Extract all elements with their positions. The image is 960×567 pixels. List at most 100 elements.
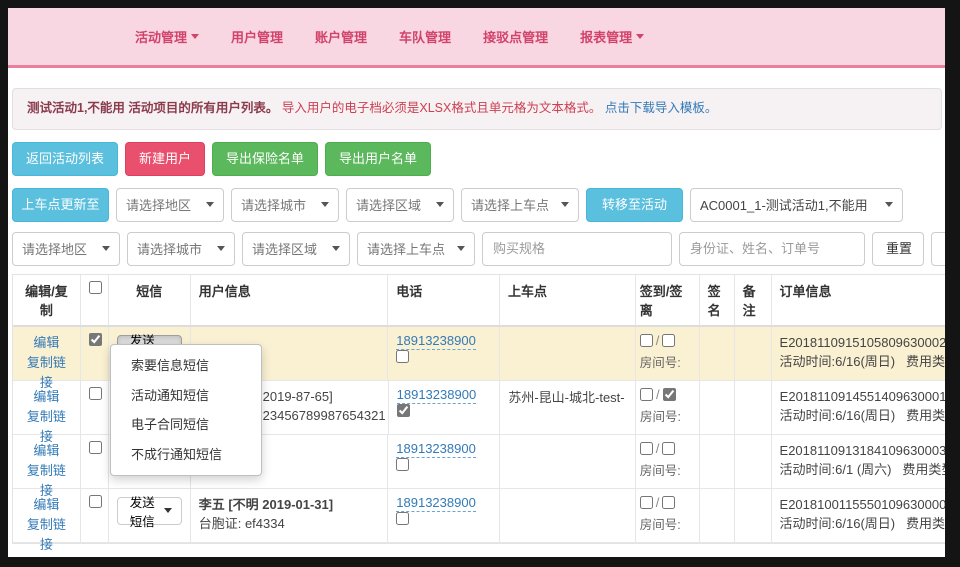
filter-button[interactable]: 过滤 <box>931 231 945 266</box>
top-navbar: 活动管理 用户管理 账户管理 车队管理 接驳点管理 报表管理 <box>8 8 945 68</box>
phone-checkbox[interactable] <box>396 512 410 526</box>
copy-link[interactable]: 复制链接 <box>26 462 66 498</box>
alert-warning: 导入用户的电子档必须是XLSX格式且单元格为文本格式。 <box>281 101 602 115</box>
pickup-cell <box>500 326 636 380</box>
order-info-cell: E20181001155501096300003 活动时间:6/16(周日) 费… <box>772 489 945 542</box>
chevron-down-icon <box>636 34 645 39</box>
header-sms: 短信 <box>109 274 191 325</box>
select-value: 请选择区域 <box>356 198 422 213</box>
select-all-checkbox[interactable] <box>88 280 102 294</box>
phone-link[interactable]: 18913238900 <box>396 441 476 459</box>
menu-item-request-info-sms[interactable]: 索要信息短信 <box>131 358 210 373</box>
region-select-2[interactable]: 请选择地区 <box>12 231 120 266</box>
sign-in-checkbox[interactable] <box>639 333 653 347</box>
sign-in-checkbox[interactable] <box>639 495 653 509</box>
header-pickup: 上车点 <box>500 274 636 325</box>
nav-fleet-management[interactable]: 车队管理 <box>399 27 451 46</box>
chevron-down-icon <box>217 246 225 251</box>
select-value: 请选择城市 <box>137 242 203 257</box>
pickup-select-1[interactable]: 请选择上车点 <box>461 187 579 222</box>
nav-report-management[interactable]: 报表管理 <box>580 27 645 46</box>
row-select-cell <box>81 488 109 542</box>
reset-button[interactable]: 重置 <box>872 231 924 266</box>
sign-out-checkbox[interactable] <box>662 387 676 401</box>
city-select-1[interactable]: 请选择城市 <box>231 187 339 222</box>
chevron-down-icon <box>436 202 444 207</box>
order-meta: 活动时间:6/16(周日) 费用类型: <box>779 516 945 531</box>
order-meta: 活动时间:6/16(周日) 费用类型: <box>779 354 945 369</box>
phone-checkbox[interactable] <box>396 458 410 472</box>
menu-item-activity-notice-sms[interactable]: 活动通知短信 <box>131 387 210 403</box>
edit-link[interactable]: 编辑 <box>33 442 60 458</box>
row-checkbox[interactable] <box>88 494 102 508</box>
send-sms-dropdown-button[interactable]: 发送短信 <box>116 496 182 529</box>
phone-checkbox[interactable] <box>396 350 410 364</box>
export-insurance-list-button[interactable]: 导出保险名单 <box>212 141 319 176</box>
new-user-button[interactable]: 新建用户 <box>125 141 206 176</box>
region-select-1[interactable]: 请选择地区 <box>116 187 224 222</box>
row-checkbox[interactable] <box>88 440 102 454</box>
export-user-list-button[interactable]: 导出用户名单 <box>325 141 432 176</box>
chevron-down-icon <box>163 508 172 513</box>
edit-link[interactable]: 编辑 <box>33 496 60 512</box>
row-checkbox[interactable] <box>88 332 102 346</box>
note-cell <box>735 434 772 488</box>
transfer-to-activity-button[interactable]: 转移至活动 <box>586 187 683 222</box>
header-signature: 签名 <box>700 274 735 325</box>
sign-out-checkbox[interactable] <box>662 495 676 509</box>
select-value: AC0001_1-测试活动1,不能用 <box>700 198 868 213</box>
sms-cell: 发送短信 <box>109 488 191 542</box>
phone-checkbox[interactable] <box>396 404 410 418</box>
phone-link[interactable]: 18913238900 <box>396 495 476 513</box>
copy-link[interactable]: 复制链接 <box>26 408 66 444</box>
chevron-down-icon <box>206 202 214 207</box>
row-checkbox[interactable] <box>88 386 102 400</box>
district-select-1[interactable]: 请选择区域 <box>346 187 454 222</box>
copy-link[interactable]: 复制链接 <box>26 516 66 552</box>
edit-copy-cell: 编辑 复制链接 <box>13 434 81 498</box>
nav-label: 用户管理 <box>231 30 284 45</box>
city-select-2[interactable]: 请选择城市 <box>127 231 235 266</box>
nav-activity-management[interactable]: 活动管理 <box>135 27 200 46</box>
activity-select[interactable]: AC0001_1-测试活动1,不能用 <box>690 187 903 222</box>
phone-cell: 18913238900 <box>389 380 501 434</box>
download-template-link[interactable]: 点击下载导入模板。 <box>604 101 718 115</box>
pickup-select-2[interactable]: 请选择上车点 <box>357 231 475 266</box>
select-value: 请选择区域 <box>252 242 318 257</box>
back-to-activity-list-button[interactable]: 返回活动列表 <box>12 141 119 176</box>
menu-item-cancel-notice-sms[interactable]: 不成行通知短信 <box>131 446 223 462</box>
nav-account-management[interactable]: 账户管理 <box>315 27 367 46</box>
chevron-down-icon <box>191 34 200 39</box>
chevron-down-icon <box>321 202 329 207</box>
sign-cell: / 房间号: <box>636 488 700 542</box>
search-input[interactable] <box>679 231 865 266</box>
phone-cell: 18913238900 <box>388 488 501 542</box>
order-number: E20181109131841096300031 <box>779 442 945 458</box>
sign-out-checkbox[interactable] <box>662 333 676 347</box>
phone-link[interactable]: 18913238900 <box>396 333 476 351</box>
edit-link[interactable]: 编辑 <box>33 334 60 350</box>
table-row: 编辑 复制链接 18913238900 / 房间号: <box>13 434 945 498</box>
action-button-row: 返回活动列表 新建用户 导出保险名单 导出用户名单 <box>12 141 945 176</box>
chevron-down-icon <box>561 202 569 207</box>
order-info-cell: E20181109151058096300025 活动时间:6/16(周日) 费… <box>772 327 945 380</box>
row-select-cell <box>81 434 109 488</box>
order-info-cell: E20181109145514096300019 活动时间:6/16(周日) 费… <box>772 381 945 434</box>
menu-item-e-contract-sms[interactable]: 电子合同短信 <box>131 417 210 432</box>
select-value: 请选择地区 <box>22 242 88 257</box>
phone-link[interactable]: 18913238900 <box>396 387 477 405</box>
sign-out-checkbox[interactable] <box>662 441 676 455</box>
purchase-spec-input[interactable] <box>482 231 672 266</box>
update-pickup-button[interactable]: 上车点更新至 <box>12 187 109 222</box>
copy-link[interactable]: 复制链接 <box>26 354 66 390</box>
sign-separator: / <box>655 386 660 402</box>
district-select-2[interactable]: 请选择区域 <box>242 231 350 266</box>
edit-link[interactable]: 编辑 <box>33 388 60 404</box>
nav-user-management[interactable]: 用户管理 <box>231 27 283 46</box>
nav-shuttle-point-management[interactable]: 接驳点管理 <box>483 27 548 46</box>
sign-in-checkbox[interactable] <box>639 441 653 455</box>
header-phone: 电话 <box>388 274 501 325</box>
header-note: 备注 <box>735 274 772 325</box>
sign-in-checkbox[interactable] <box>639 387 653 401</box>
table-header-row: 编辑/复制 短信 用户信息 电话 上车点 签到/签离 签名 备注 订单信息 <box>13 274 945 327</box>
